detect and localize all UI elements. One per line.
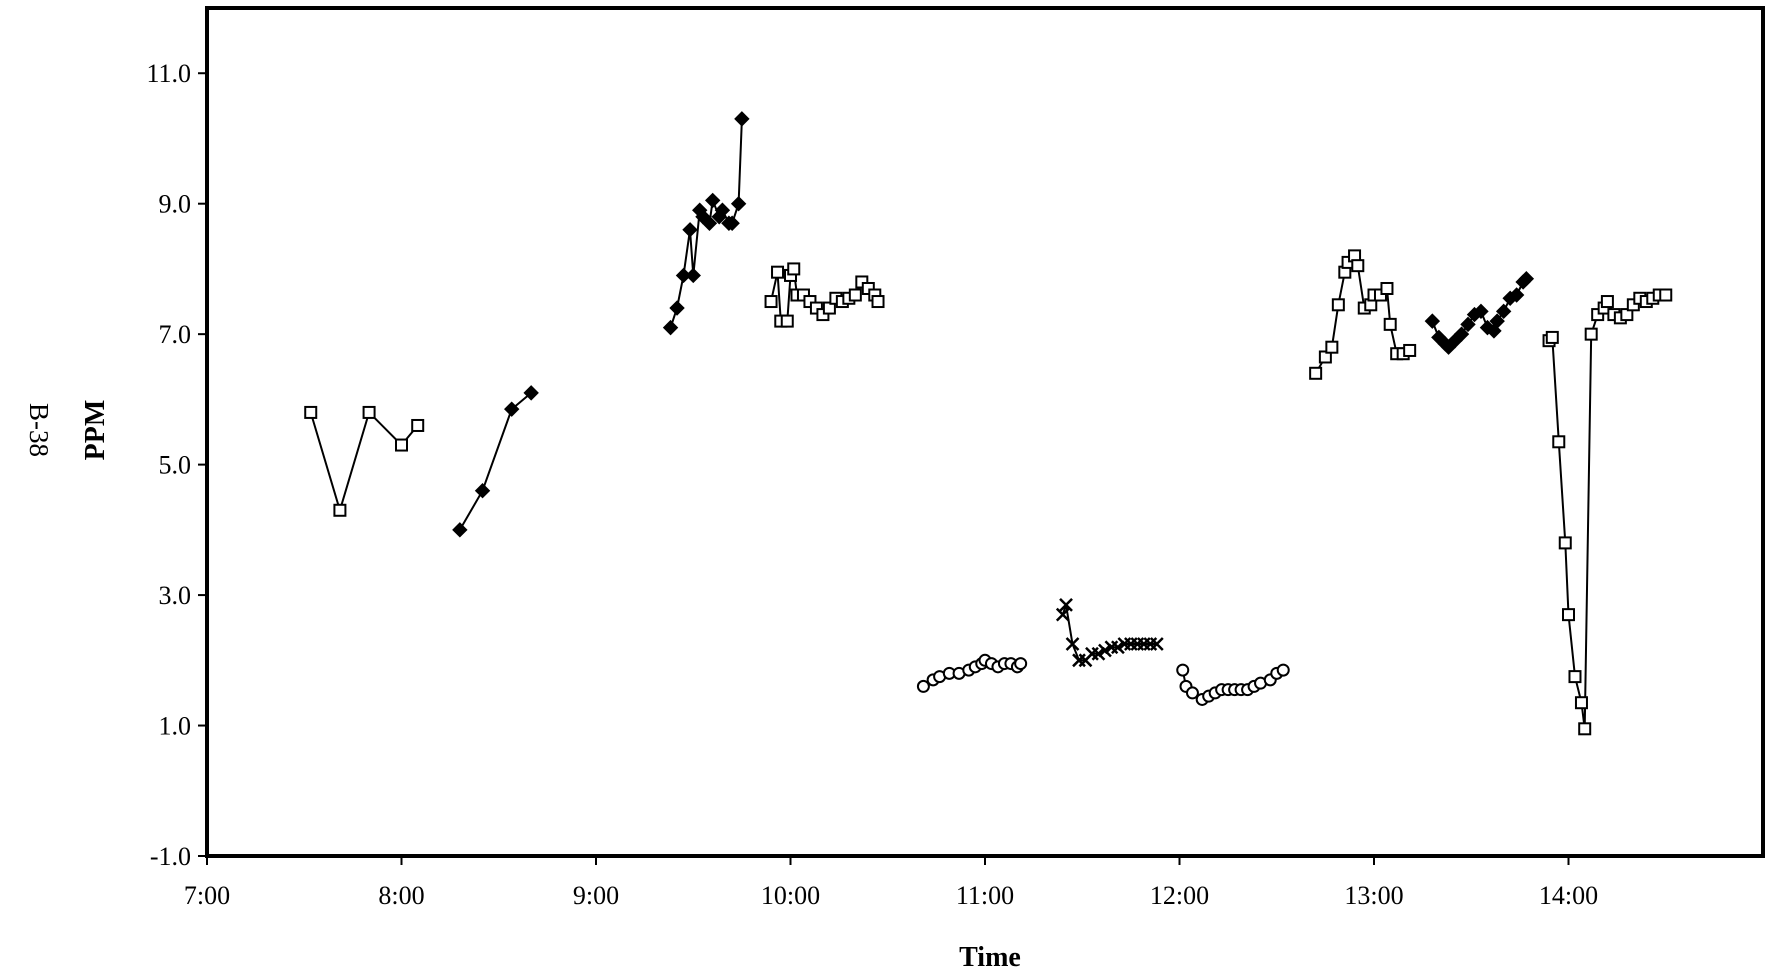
data-point-x <box>1055 607 1070 622</box>
data-point-square <box>780 314 794 328</box>
x-tick-label: 10:00 <box>761 881 820 910</box>
data-point-circle <box>916 679 930 693</box>
x-tick-label: 7:00 <box>184 881 230 910</box>
data-point-square <box>1351 259 1365 273</box>
data-point-circle <box>1014 657 1028 671</box>
data-point-square <box>871 295 885 309</box>
data-point-diamond <box>730 195 747 212</box>
y-tick-label: 9.0 <box>159 190 192 219</box>
x-tick-label: 9:00 <box>573 881 619 910</box>
data-point-square <box>1584 327 1598 341</box>
data-point-square <box>1383 317 1397 331</box>
data-point-circle <box>1276 663 1290 677</box>
data-point-diamond <box>662 319 679 336</box>
data-point-square <box>411 418 425 432</box>
y-tick-label: 7.0 <box>159 320 192 349</box>
x-tick-label: 11:00 <box>956 881 1014 910</box>
x-tick-label: 13:00 <box>1344 881 1403 910</box>
data-point-diamond <box>1495 303 1512 320</box>
data-point-diamond <box>1473 303 1489 320</box>
data-point-square <box>848 288 862 302</box>
series-segment-2 <box>452 385 539 538</box>
y-tick-label: 1.0 <box>159 712 192 741</box>
data-point-square <box>1558 536 1572 550</box>
series-line <box>1548 294 1666 729</box>
series-segment-10 <box>1542 288 1673 736</box>
data-point-diamond <box>452 522 468 538</box>
x-axis: 7:00 8:00 9:00 10:00 11:00 12:00 13:00 14:00 <box>184 856 1598 910</box>
plot-area-frame <box>205 6 1765 858</box>
data-point-square <box>1574 696 1588 710</box>
y-tick-label: 11.0 <box>146 59 191 88</box>
y-tick-label: 5.0 <box>159 451 192 480</box>
series-segment-6 <box>1055 597 1164 668</box>
data-point-square <box>1380 281 1394 295</box>
series-segment-3 <box>662 111 750 336</box>
data-point-square <box>1325 340 1339 354</box>
data-point-square <box>1545 330 1559 344</box>
data-point-diamond <box>734 111 750 127</box>
data-point-square <box>304 405 318 419</box>
data-point-diamond <box>523 385 539 401</box>
data-point-diamond <box>724 215 740 231</box>
data-point-square <box>764 295 778 309</box>
data-point-square <box>395 438 408 452</box>
x-tick-label: 12:00 <box>1150 881 1209 910</box>
data-point-square <box>771 265 785 279</box>
data-point-x <box>1149 637 1164 651</box>
data-point-square <box>787 262 801 276</box>
data-point-circle <box>1185 686 1199 700</box>
data-point-diamond <box>474 483 491 499</box>
data-point-diamond <box>1453 326 1470 342</box>
side-label: B-38 <box>24 403 54 457</box>
data-point-diamond <box>701 215 718 231</box>
data-point-square <box>362 405 376 419</box>
series-line <box>1061 604 1157 662</box>
series-segment-1 <box>304 405 425 517</box>
series-line <box>459 392 532 531</box>
data-point-x <box>1065 637 1080 651</box>
data-point-diamond <box>504 401 520 417</box>
data-point-square <box>1600 295 1614 309</box>
data-point-square <box>1562 608 1575 622</box>
data-point-diamond <box>1489 313 1505 329</box>
data-point-square <box>1403 343 1417 357</box>
data-point-diamond <box>1518 271 1535 287</box>
x-axis-title: Time <box>959 942 1021 973</box>
x-tick-label: 8:00 <box>378 881 424 910</box>
data-point-diamond <box>669 300 685 316</box>
series-segment-9 <box>1424 271 1535 355</box>
y-tick-label: -1.0 <box>150 842 191 871</box>
data-point-square <box>1309 366 1323 380</box>
data-point-diamond <box>685 267 701 284</box>
data-point-square <box>1659 288 1673 302</box>
series-segment-5 <box>916 653 1028 693</box>
data-point-diamond <box>714 202 731 218</box>
data-point-x <box>1059 597 1073 612</box>
series-segment-8 <box>1309 249 1417 380</box>
series-segment-4 <box>764 262 885 328</box>
series-segment-7 <box>1176 663 1290 706</box>
data-point-circle <box>1176 663 1190 677</box>
y-axis: -1.0 1.0 3.0 5.0 7.0 9.0 11.0 <box>146 59 207 871</box>
data-point-diamond <box>704 192 721 209</box>
series-line <box>309 410 419 514</box>
series-layer <box>304 111 1673 736</box>
data-point-square <box>1568 670 1582 684</box>
data-point-square <box>1552 435 1566 449</box>
data-point-square <box>1331 298 1345 312</box>
y-axis-title: PPM <box>80 400 111 461</box>
y-tick-label: 3.0 <box>159 581 192 610</box>
data-point-square <box>1578 722 1592 736</box>
data-point-diamond <box>1424 313 1441 329</box>
data-point-diamond <box>1508 287 1525 303</box>
data-point-square <box>333 503 347 517</box>
data-point-diamond <box>682 222 698 238</box>
x-tick-label: 14:00 <box>1539 881 1598 910</box>
data-point-diamond <box>1460 316 1476 333</box>
